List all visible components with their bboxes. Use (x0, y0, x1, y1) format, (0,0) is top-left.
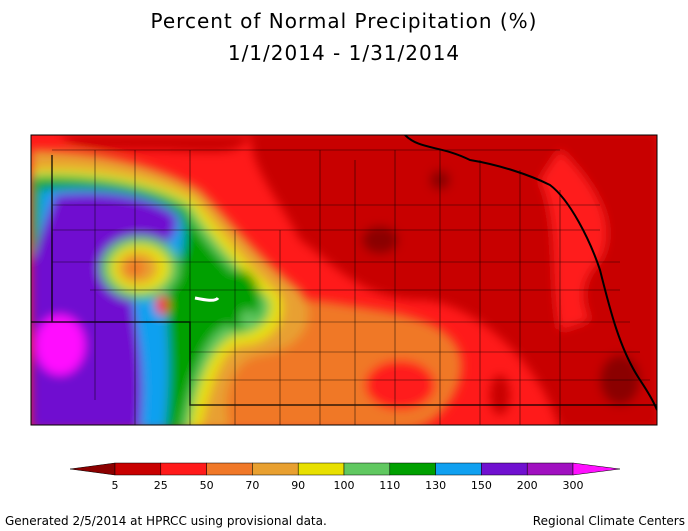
legend-tick-label: 130 (425, 479, 446, 492)
legend-tick-label: 100 (334, 479, 355, 492)
legend-swatch (160, 462, 207, 476)
legend-tick-label: 90 (291, 479, 305, 492)
legend-swatch (389, 462, 436, 476)
footer-note: Generated 2/5/2014 at HPRCC using provis… (5, 514, 327, 528)
legend-tick-label: 5 (112, 479, 119, 492)
legend-tick-label: 200 (517, 479, 538, 492)
precip-map (31, 135, 657, 425)
legend-swatch (481, 462, 528, 476)
legend-swatch (343, 462, 391, 476)
legend-swatch (526, 462, 574, 476)
legend-arrow (572, 462, 621, 476)
map-title: Percent of Normal Precipitation (%) (151, 9, 538, 33)
legend-tick-label: 50 (200, 479, 214, 492)
legend-tick-label: 25 (154, 479, 168, 492)
legend-arrow (69, 462, 116, 476)
legend-swatch (206, 462, 253, 476)
legend-swatch (114, 462, 162, 476)
footer-credit: Regional Climate Centers (533, 514, 685, 528)
legend-swatch (297, 462, 345, 476)
legend-swatch (252, 462, 299, 476)
legend-tick-label: 70 (245, 479, 259, 492)
legend-tick-label: 150 (471, 479, 492, 492)
map-subtitle: 1/1/2014 - 1/31/2014 (228, 41, 460, 65)
legend: 5 25 50 70 90 100 110 130 150 200 300 (69, 462, 621, 492)
legend-tick-label: 110 (379, 479, 400, 492)
legend-swatch (435, 462, 482, 476)
legend-tick-label: 300 (563, 479, 584, 492)
